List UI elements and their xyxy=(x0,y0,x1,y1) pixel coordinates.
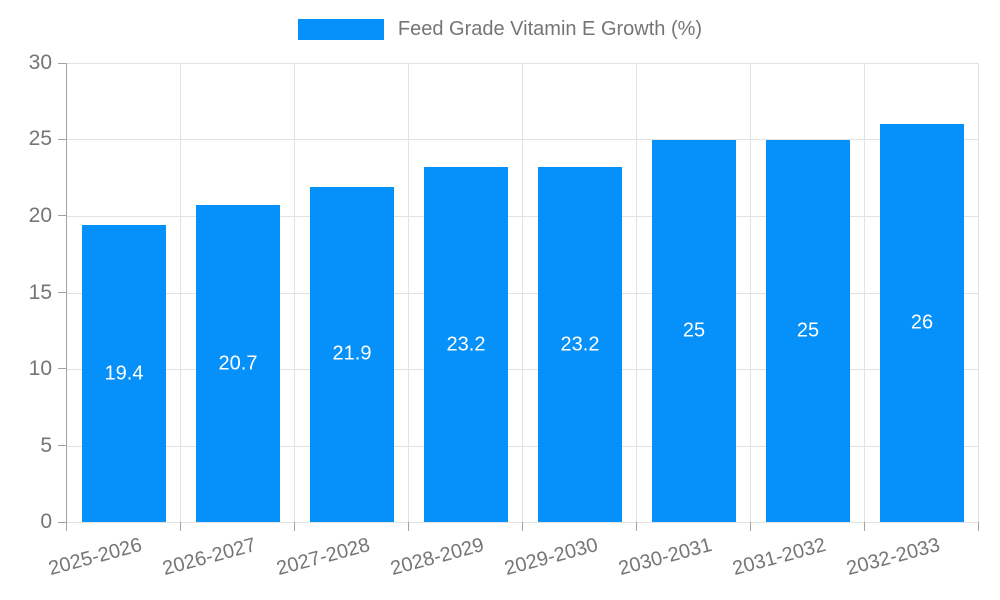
bar[interactable]: 23.2 xyxy=(538,167,622,522)
y-axis-tick xyxy=(58,292,67,293)
y-tick-label: 25 xyxy=(28,127,52,151)
x-tick-label: 2027-2028 xyxy=(274,534,373,581)
x-tick-label: 2025-2026 xyxy=(46,534,145,581)
x-tick-label: 2030-2031 xyxy=(616,534,715,581)
x-axis-tick xyxy=(180,522,181,531)
y-tick-label: 15 xyxy=(28,280,52,304)
y-axis-tick xyxy=(58,138,67,140)
v-gridline xyxy=(408,63,409,522)
x-axis-tick xyxy=(864,522,865,531)
y-axis-tick xyxy=(58,62,67,64)
bar-slot: 19.4 2025-2026 xyxy=(47,63,181,580)
bar-value-label: 26 xyxy=(910,311,934,334)
bar-value-label: 21.9 xyxy=(332,342,372,365)
h-gridline xyxy=(67,445,979,447)
bar-value-label: 20.7 xyxy=(218,352,258,375)
y-tick-label: 10 xyxy=(28,356,52,380)
bar-slot: 20.7 2026-2027 xyxy=(161,63,295,580)
x-axis-tick xyxy=(978,522,979,531)
bar[interactable]: 21.9 xyxy=(310,186,394,522)
x-axis-line xyxy=(67,522,979,523)
h-gridline xyxy=(67,368,979,370)
y-axis-line xyxy=(66,63,67,531)
h-gridline xyxy=(67,292,979,294)
y-tick-label: 30 xyxy=(28,51,52,74)
bar-slot: 23.2 2029-2030 xyxy=(503,63,637,580)
bar[interactable]: 25 xyxy=(766,139,850,522)
v-gridline xyxy=(294,63,295,522)
x-tick-label: 2031-2032 xyxy=(730,534,829,581)
x-axis-tick xyxy=(408,522,409,531)
v-gridline xyxy=(522,63,523,522)
x-axis-tick xyxy=(522,522,523,531)
x-axis-tick xyxy=(66,522,67,531)
y-axis-tick xyxy=(58,521,67,523)
bar[interactable]: 23.2 xyxy=(424,167,508,522)
plot-area: 0 5 10 15 20 25 30 19.4 2025-2026 20.7 2026-2027 21… xyxy=(29,51,979,580)
bar-value-label: 23.2 xyxy=(560,333,600,356)
bar-slot: 26 2032-2033 xyxy=(845,63,979,580)
x-axis-tick xyxy=(294,522,295,531)
bar-value-label: 25 xyxy=(682,319,706,342)
h-gridline xyxy=(67,215,979,217)
v-gridline xyxy=(864,63,865,522)
bar-value-label: 23.2 xyxy=(446,333,486,356)
bar[interactable]: 20.7 xyxy=(196,205,280,522)
v-gridline xyxy=(636,63,637,522)
legend-item[interactable]: Feed Grade Vitamin E Growth (%) xyxy=(0,18,1000,41)
v-gridline xyxy=(978,63,979,522)
v-gridline xyxy=(180,63,181,522)
bar-value-label: 25 xyxy=(796,319,820,342)
x-tick-label: 2026-2027 xyxy=(160,534,259,581)
bar-slot: 23.2 2028-2029 xyxy=(389,63,523,580)
y-axis-tick xyxy=(58,215,67,217)
h-gridline xyxy=(67,139,979,141)
bar-slot: 21.9 2027-2028 xyxy=(275,63,409,580)
x-axis-tick xyxy=(750,522,751,531)
bar-value-label: 19.4 xyxy=(104,362,144,385)
y-tick-label: 5 xyxy=(40,433,52,457)
legend-swatch-icon xyxy=(297,19,384,40)
y-tick-label: 0 xyxy=(40,510,52,533)
x-tick-label: 2029-2030 xyxy=(502,534,601,581)
x-axis-tick xyxy=(636,522,637,531)
bars-container: 19.4 2025-2026 20.7 2026-2027 21.9 2027-2028 2… xyxy=(47,63,979,580)
legend-label: Feed Grade Vitamin E Growth (%) xyxy=(397,18,703,40)
x-tick-label: 2032-2033 xyxy=(844,534,943,581)
bar[interactable]: 19.4 xyxy=(82,225,166,522)
bar-slot: 25 2031-2032 xyxy=(731,63,865,580)
bar-slot: 25 2030-2031 xyxy=(617,63,751,580)
bar[interactable]: 26 xyxy=(880,124,964,522)
y-axis-tick xyxy=(58,445,67,446)
v-gridline xyxy=(750,63,751,522)
bar[interactable]: 25 xyxy=(652,139,736,522)
x-tick-label: 2028-2029 xyxy=(388,534,487,581)
h-gridline xyxy=(67,63,979,64)
y-tick-label: 20 xyxy=(28,203,52,227)
y-axis-tick xyxy=(58,368,67,370)
